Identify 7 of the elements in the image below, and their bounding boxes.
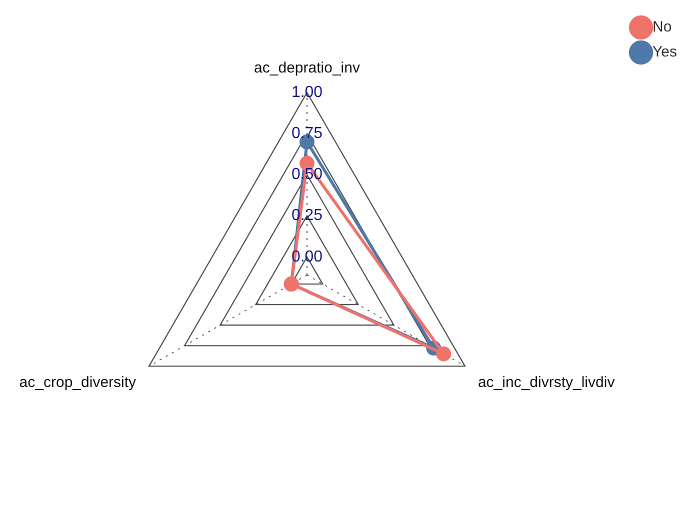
spoke-label: ac_inc_divrsty_livdiv [478,374,616,391]
legend-label: No [652,18,672,36]
spoke-label: ac_depratio_inv [254,60,360,77]
y-tick-label: 1.00 [291,84,323,101]
legend-label: Yes [652,44,678,61]
y-tick-label: 0.75 [291,125,323,142]
spoke-label: ac_crop_diversity [19,374,137,391]
